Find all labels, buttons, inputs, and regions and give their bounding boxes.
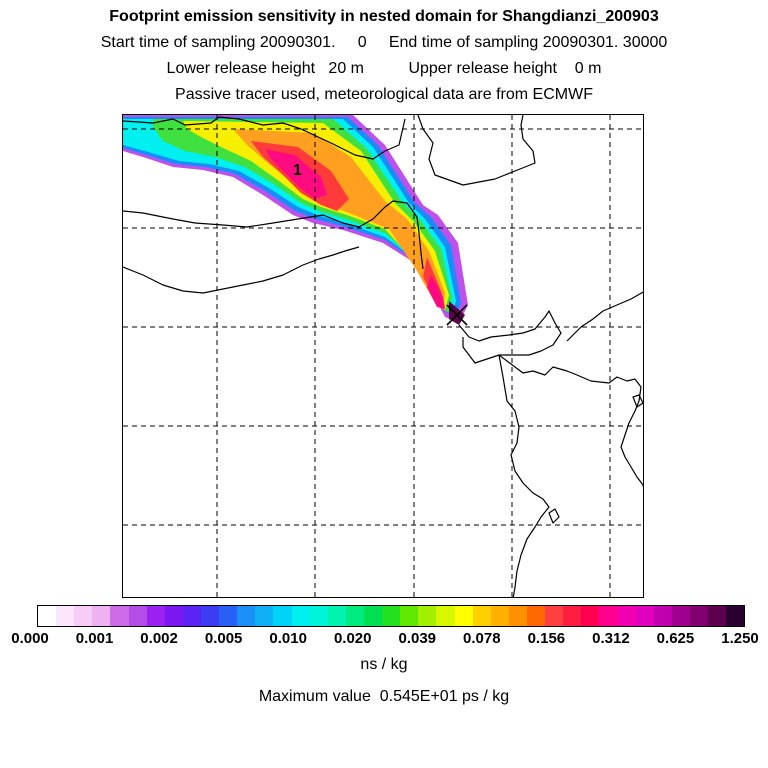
graticule xyxy=(123,115,643,597)
colorbar-segment xyxy=(418,606,437,626)
colorbar-tick-label: 0.000 xyxy=(11,630,49,647)
release-height-line: Lower release height 20 m Upper release … xyxy=(166,60,602,77)
plume-layer-green xyxy=(153,119,452,313)
colorbar-segment xyxy=(56,606,75,626)
colorbar-segment xyxy=(653,606,672,626)
colorbar-segment xyxy=(146,606,165,626)
inner-border xyxy=(123,246,360,294)
map-title: Footprint emission sensitivity in nested… xyxy=(109,8,659,25)
colorbar-tick-label: 1.250 xyxy=(721,630,759,647)
eastern-border xyxy=(417,115,536,186)
river-line xyxy=(123,200,424,270)
colorbar-segment xyxy=(545,606,564,626)
colorbar-segment xyxy=(237,606,256,626)
northern-border xyxy=(123,116,406,160)
maximum-value-text: Maximum value 0.545E+01 ps / kg xyxy=(258,688,510,705)
colorbar-segment xyxy=(508,606,527,626)
colorbar-segment xyxy=(708,606,727,626)
coast-jiangsu xyxy=(498,354,550,597)
colorbar-segment xyxy=(599,606,618,626)
colorbar-segment xyxy=(110,606,129,626)
colorbar-tick-label: 0.312 xyxy=(592,630,630,647)
x-cross-icon xyxy=(446,304,468,326)
colorbar-segment xyxy=(472,606,491,626)
coast-east xyxy=(620,378,643,489)
tracer-info-line: Passive tracer used, meteorological data… xyxy=(175,86,593,103)
colorbar-tick-label: 0.078 xyxy=(463,630,501,647)
plume-layer-magenta xyxy=(265,149,445,309)
coast-bohai xyxy=(458,310,562,364)
colorbar-tick-label: 0.010 xyxy=(269,630,307,647)
colorbar-segment xyxy=(671,606,690,626)
colorbar-segment xyxy=(92,606,111,626)
colorbar-tick-label: 0.001 xyxy=(75,630,114,647)
colorbar-tick-label: 0.020 xyxy=(333,630,372,647)
colorbar-segment xyxy=(617,606,636,626)
colorbar-segment xyxy=(255,606,274,626)
colorbar-segment xyxy=(581,606,600,626)
colorbar-segment xyxy=(273,606,292,626)
footprint-map: 1 xyxy=(123,115,643,597)
colorbar-tick-label: 0.625 xyxy=(656,630,695,647)
colorbar-segment xyxy=(490,606,509,626)
colorbar-segment xyxy=(454,606,473,626)
colorbar-tick-label: 0.002 xyxy=(140,630,178,647)
colorbar-segment xyxy=(291,606,310,626)
colorbar-segment xyxy=(309,606,328,626)
map-panel: 1 xyxy=(122,114,644,598)
colorbar xyxy=(37,605,745,627)
coast-shandong xyxy=(498,354,636,384)
colorbar-segment xyxy=(635,606,654,626)
colorbar-segment xyxy=(400,606,419,626)
island-1 xyxy=(632,394,643,408)
colorbar-tick-label: 0.156 xyxy=(527,630,566,647)
colorbar-segment xyxy=(689,606,709,626)
max-location-label: 1 xyxy=(293,162,302,179)
colorbar-segment xyxy=(345,606,364,626)
colorbar-segment xyxy=(526,606,546,626)
colorbar-segment xyxy=(726,606,745,626)
colorbar-segment xyxy=(38,606,57,626)
colorbar-segment xyxy=(74,606,93,626)
colorbar-segment xyxy=(563,606,582,626)
colorbar-segment xyxy=(327,606,346,626)
colorbar-unit: ns / kg xyxy=(360,656,408,673)
colorbar-ticks: 0.000 0.001 0.002 0.005 0.010 0.020 0.039 0.078… xyxy=(0,630,768,650)
sampling-time-line: Start time of sampling 20090301. 0 End t… xyxy=(100,34,668,51)
footprint-plume xyxy=(123,115,468,325)
colorbar-tick-label: 0.039 xyxy=(398,630,437,647)
coast-liaodong xyxy=(566,291,643,342)
colorbar-segment xyxy=(200,606,220,626)
colorbar-segment xyxy=(363,606,383,626)
colorbar-segment xyxy=(436,606,455,626)
coastlines xyxy=(123,115,643,597)
colorbar-segment xyxy=(128,606,147,626)
colorbar-segment xyxy=(382,606,401,626)
colorbar-tick-label: 0.005 xyxy=(204,630,243,647)
colorbar-segment xyxy=(219,606,238,626)
island-2 xyxy=(548,508,560,524)
colorbar-segment xyxy=(164,606,183,626)
colorbar-segment xyxy=(182,606,201,626)
